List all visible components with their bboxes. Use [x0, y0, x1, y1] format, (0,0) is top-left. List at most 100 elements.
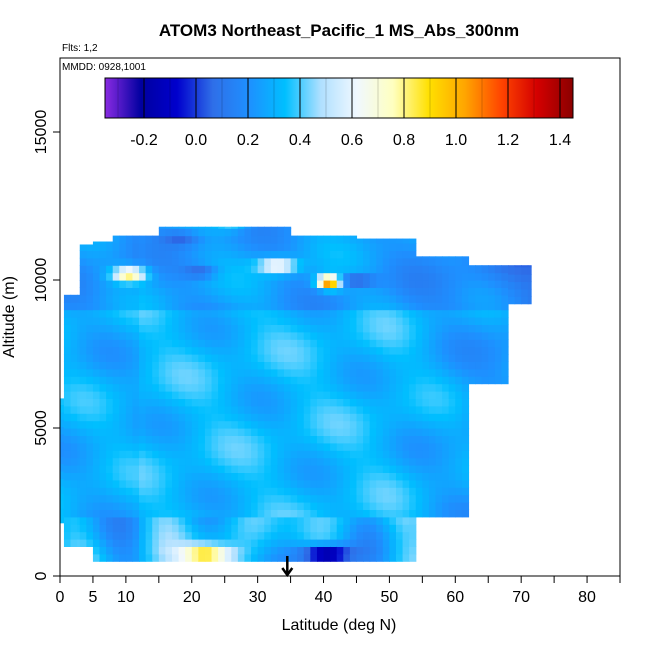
heatmap-cell — [376, 324, 384, 333]
heatmap-cell — [376, 302, 384, 311]
heatmap-cell — [77, 354, 81, 362]
heatmap-cell — [231, 457, 239, 466]
heatmap-cell — [158, 324, 167, 333]
heatmap-cell — [191, 250, 199, 259]
heatmap-cell — [145, 435, 153, 444]
heatmap-cell — [191, 317, 199, 325]
heatmap-cell — [303, 250, 311, 259]
heatmap-cell — [409, 243, 417, 251]
heatmap-cell — [63, 479, 72, 488]
heatmap-cell — [356, 383, 364, 392]
heatmap-cell — [270, 524, 279, 533]
heatmap-cell — [77, 383, 81, 392]
heatmap-cell — [442, 265, 450, 274]
heatmap-cell — [178, 428, 186, 436]
heatmap-cell — [290, 235, 298, 244]
heatmap-cell — [218, 509, 226, 518]
heatmap-cell — [152, 509, 160, 518]
heatmap-cell — [211, 331, 219, 340]
heatmap-cell — [290, 339, 298, 348]
heatmap-cell — [125, 487, 134, 496]
heatmap-cell — [316, 420, 325, 429]
heatmap-cell — [369, 405, 377, 414]
heatmap-cell — [316, 361, 325, 370]
heatmap-cell — [448, 272, 456, 281]
heatmap-cell — [204, 516, 213, 525]
heatmap-cell — [63, 465, 72, 473]
heatmap-cell — [251, 472, 259, 481]
heatmap-cell — [376, 442, 384, 451]
heatmap-cell — [152, 346, 160, 355]
heatmap-cell — [310, 272, 318, 281]
heatmap-cell — [277, 479, 285, 488]
heatmap-cell — [290, 354, 298, 362]
heatmap-cell — [106, 294, 114, 303]
heatmap-cell — [376, 450, 384, 459]
heatmap-cell — [382, 479, 391, 488]
heatmap-cell — [435, 398, 443, 407]
heatmap-cell — [396, 524, 404, 533]
heatmap-cell — [376, 317, 384, 325]
heatmap-cell — [343, 383, 351, 392]
heatmap-cell — [376, 294, 384, 303]
heatmap-cell — [475, 368, 483, 377]
heatmap-cell — [165, 250, 173, 259]
heatmap-cell — [455, 354, 463, 362]
heatmap-cell — [382, 553, 391, 562]
heatmap-cell — [198, 272, 206, 281]
heatmap-cell — [264, 502, 272, 510]
heatmap-cell — [224, 391, 232, 399]
heatmap-cell — [191, 509, 199, 518]
heatmap-cell — [435, 428, 443, 436]
heatmap-cell — [77, 479, 81, 488]
heatmap-cell — [310, 309, 318, 318]
heatmap-cell — [468, 265, 476, 274]
heatmap-cell — [409, 346, 417, 355]
heatmap-cell — [356, 361, 364, 370]
heatmap-cell — [99, 324, 107, 333]
heatmap-cell — [376, 361, 384, 370]
heatmap-cell — [92, 250, 101, 259]
heatmap-cell — [442, 509, 450, 518]
heatmap-cell — [99, 531, 107, 540]
heatmap-cell — [343, 479, 351, 488]
heatmap-cell — [79, 244, 87, 251]
heatmap-cell — [481, 309, 489, 318]
heatmap-cell — [330, 531, 338, 540]
heatmap-cell — [330, 457, 338, 466]
heatmap-cell — [257, 272, 265, 281]
heatmap-cell — [409, 413, 417, 422]
heatmap-cell — [77, 531, 81, 540]
heatmap-cell — [79, 479, 87, 488]
heatmap-cell — [310, 346, 318, 355]
heatmap-cell — [356, 302, 364, 311]
heatmap-cell — [402, 324, 410, 333]
heatmap-cell — [152, 487, 160, 496]
heatmap-cell — [218, 531, 226, 540]
heatmap-cell — [145, 442, 153, 451]
heatmap-cell — [284, 250, 292, 259]
heatmap-cell — [145, 257, 153, 266]
heatmap-cell — [77, 339, 81, 348]
heatmap-cell — [145, 405, 153, 414]
heatmap-cell — [99, 361, 107, 370]
heatmap-cell — [218, 457, 226, 466]
heatmap-cell — [132, 280, 140, 288]
heatmap-cell — [119, 457, 127, 466]
heatmap-cell — [257, 228, 265, 237]
heatmap-cell — [428, 457, 437, 466]
heatmap-cell — [422, 457, 430, 466]
heatmap-cell — [251, 524, 259, 533]
heatmap-cell — [132, 368, 140, 377]
heatmap-cell — [376, 331, 384, 340]
heatmap-cell — [92, 516, 101, 525]
heatmap-cell — [284, 346, 292, 355]
heatmap-cell — [63, 317, 72, 325]
heatmap-cell — [92, 309, 101, 318]
heatmap-cell — [158, 309, 167, 318]
heatmap-cell — [224, 265, 232, 274]
heatmap-cell — [92, 346, 101, 355]
heatmap-cell — [330, 302, 338, 311]
heatmap-cell — [369, 494, 377, 503]
heatmap-cell — [422, 302, 430, 311]
